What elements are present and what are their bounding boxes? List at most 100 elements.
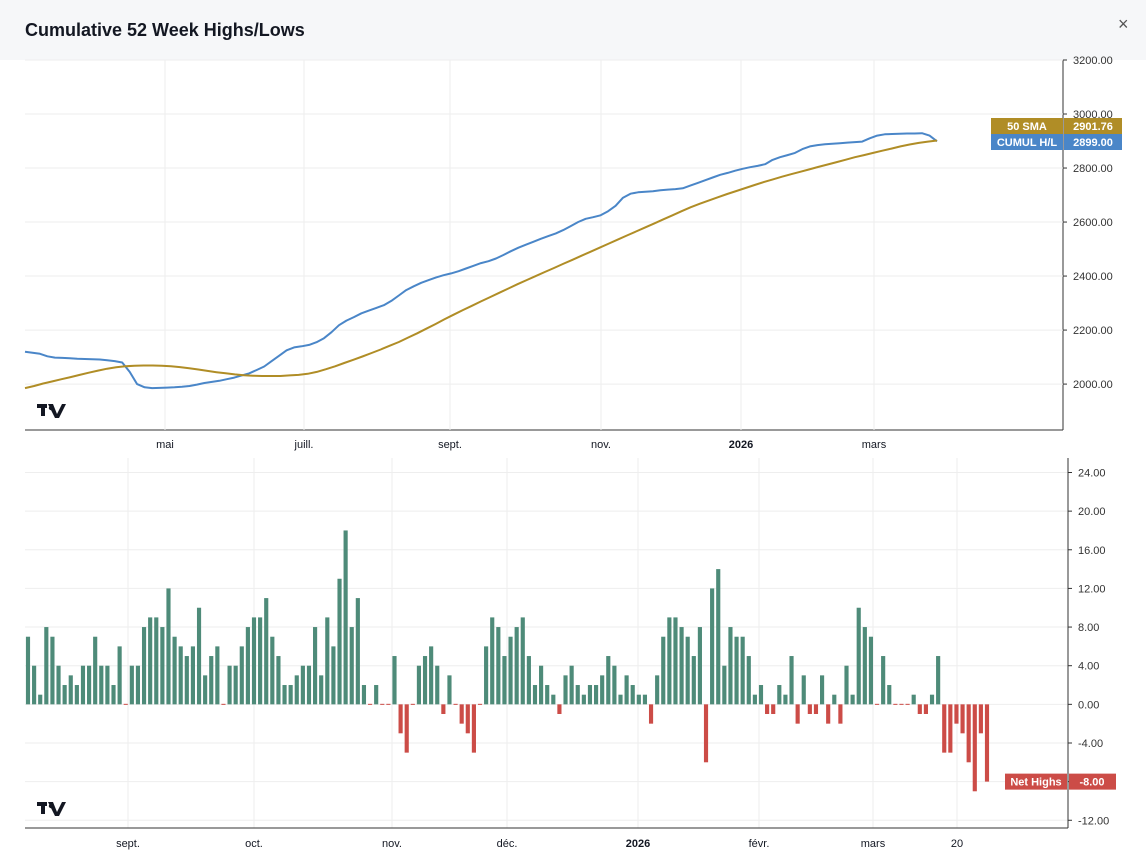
net-highs-bar <box>710 588 715 705</box>
net-highs-bar <box>881 656 886 705</box>
net-highs-bar <box>367 703 373 705</box>
sma-50-line <box>24 139 938 390</box>
net-highs-bar <box>270 636 275 705</box>
net-highs-bar <box>227 665 232 705</box>
top-x-tick-label: mars <box>862 439 887 451</box>
net-highs-bar <box>386 703 391 705</box>
net-highs-bar <box>221 703 226 705</box>
net-highs-bar <box>404 704 409 753</box>
net-highs-bar <box>551 694 556 705</box>
bottom-x-tick-label: déc. <box>497 838 518 850</box>
net-highs-bar <box>44 627 49 705</box>
net-highs-bar <box>832 694 837 705</box>
net-highs-bar <box>923 704 928 714</box>
net-highs-bar <box>807 704 812 714</box>
net-highs-bar <box>74 685 79 705</box>
bottom-x-tick-label: févr. <box>749 838 770 850</box>
net-highs-bar <box>624 675 629 705</box>
net-highs-bar <box>575 685 580 705</box>
bottom-grid <box>25 458 1068 828</box>
net-highs-bar <box>25 636 31 705</box>
net-highs-bar <box>477 703 483 705</box>
top-y-tick-label: 2600.00 <box>1073 217 1113 229</box>
net-highs-bar <box>99 665 104 705</box>
net-highs-bar <box>496 627 501 705</box>
series-value-label: 2899.00 <box>1073 137 1113 149</box>
net-highs-bar <box>758 685 764 705</box>
top-y-tick-label: 2800.00 <box>1073 163 1113 175</box>
net-highs-bar <box>111 685 116 705</box>
tradingview-logo-icon <box>37 404 66 418</box>
net-highs-bar <box>514 627 519 705</box>
net-highs-bar <box>203 675 208 705</box>
net-highs-bar <box>679 627 684 705</box>
net-highs-bar <box>435 665 440 705</box>
net-highs-bar <box>471 704 476 753</box>
series-name-tag <box>1005 773 1067 790</box>
net-highs-bar <box>429 646 434 705</box>
top-y-tick-label: 3200.00 <box>1073 55 1113 67</box>
bottom-x-tick-label: 20 <box>951 838 963 850</box>
net-highs-bar <box>526 656 531 705</box>
net-highs-bar <box>661 636 666 705</box>
bottom-x-tick-label: sept. <box>116 838 140 850</box>
net-highs-bar <box>453 703 458 705</box>
net-highs-bar <box>80 665 86 705</box>
bottom-y-tick-label: 8.00 <box>1078 622 1099 634</box>
net-highs-bar <box>850 694 855 705</box>
net-highs-bar <box>838 704 843 724</box>
net-highs-bar <box>728 627 733 705</box>
net-highs-bar <box>667 617 672 705</box>
net-highs-bar <box>215 646 220 705</box>
net-highs-bar <box>972 704 977 792</box>
net-highs-bar <box>239 646 244 705</box>
top-x-axis: mai juill. sept. nov. 2026 mars <box>156 439 887 451</box>
top-y-tick-label: 2200.00 <box>1073 325 1113 337</box>
net-highs-bar <box>887 685 892 705</box>
net-highs-bar <box>978 704 983 734</box>
net-highs-bar <box>441 704 446 714</box>
net-highs-bar <box>587 685 593 705</box>
net-highs-bar <box>655 675 660 705</box>
net-highs-bar <box>874 703 880 705</box>
net-highs-bar <box>398 704 403 734</box>
net-highs-bar <box>166 588 171 705</box>
net-highs-bar <box>459 704 464 724</box>
net-highs-bar <box>752 694 757 705</box>
net-highs-bar <box>502 656 507 705</box>
net-highs-bar <box>465 704 470 734</box>
net-highs-bar <box>954 704 959 724</box>
net-highs-bar <box>826 704 831 724</box>
net-highs-bar <box>966 704 971 763</box>
top-x-tick-label: nov. <box>591 439 611 451</box>
dialog-header: Cumulative 52 Week Highs/Lows × <box>0 0 1146 60</box>
net-highs-bar <box>343 530 348 705</box>
series-value-tag <box>1064 118 1122 134</box>
top-x-tick-label: mai <box>156 439 174 451</box>
net-highs-bar <box>820 675 825 705</box>
net-highs-bar <box>361 685 367 705</box>
series-name-label: CUMUL H/L <box>997 137 1058 149</box>
top-pane-background <box>25 60 1063 430</box>
net-highs-bar <box>520 617 525 705</box>
net-highs-bar <box>539 665 544 705</box>
net-highs-bar <box>117 646 122 705</box>
net-highs-bar <box>288 685 293 705</box>
series-value-tag <box>1064 134 1122 150</box>
net-highs-bar <box>960 704 965 734</box>
bottom-y-tick-label: 24.00 <box>1078 467 1106 479</box>
top-x-tick-label: 2026 <box>729 439 753 451</box>
bottom-x-tick-label: nov. <box>382 838 402 850</box>
net-highs-bar <box>355 598 360 705</box>
bottom-x-tick-label: 2026 <box>626 838 650 850</box>
close-icon[interactable]: × <box>1118 14 1129 34</box>
top-x-tick-label: juill. <box>294 439 314 451</box>
series-value-label: -8.00 <box>1079 777 1104 789</box>
top-x-tick-label: sept. <box>438 439 462 451</box>
net-highs-bar <box>410 703 415 705</box>
net-highs-bar <box>331 646 336 705</box>
bottom-y-tick-label: 16.00 <box>1078 545 1106 557</box>
net-highs-bar <box>734 636 739 705</box>
top-y-tick-label: 2400.00 <box>1073 271 1113 283</box>
